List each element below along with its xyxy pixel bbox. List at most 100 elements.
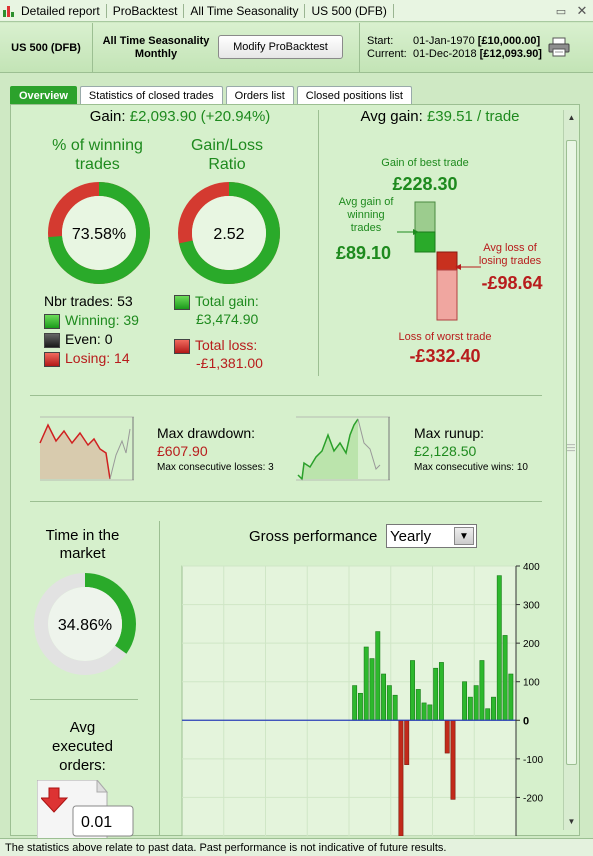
- header-divider: [359, 23, 360, 72]
- gain-value: £2,093.90 (+20.94%): [129, 108, 271, 125]
- chart-bar: [392, 694, 398, 721]
- y-tick-label: 200: [523, 639, 540, 650]
- chart-bar: [496, 575, 502, 721]
- tab-orders-list[interactable]: Orders list: [225, 86, 294, 104]
- winning-swatch: [44, 313, 60, 329]
- max-consecutive-losses: Max consecutive losses: 3: [157, 462, 274, 473]
- chart-bar: [450, 719, 456, 800]
- gain-loss-ratio-title: Gain/Loss Ratio: [172, 136, 282, 174]
- chart-bar: [375, 631, 381, 721]
- chart-bar: [357, 692, 363, 721]
- total-loss-value: -£1,381.00: [196, 355, 263, 371]
- close-icon[interactable]: ✕: [576, 3, 588, 18]
- avg-win-arrow-icon: [413, 229, 419, 235]
- avg-orders-line3: orders:: [59, 757, 106, 774]
- avg-gain-summary: Avg gain: £39.51 / trade: [330, 108, 550, 125]
- report-header: US 500 (DFB) All Time Seasonality Monthl…: [0, 23, 593, 73]
- worst-trade-value: -£332.40: [409, 346, 481, 366]
- tab-overview[interactable]: Overview: [10, 86, 77, 104]
- chart-bar: [421, 702, 427, 721]
- donut-center: [62, 196, 136, 270]
- chart-bar: [467, 696, 473, 721]
- y-tick-label: -100: [523, 755, 543, 766]
- runup-after-line: [357, 418, 381, 470]
- crumb-strategy: All Time Seasonality: [184, 3, 306, 18]
- section-divider-3: [30, 699, 138, 700]
- chart-bar: [415, 689, 421, 721]
- chart-bar: [352, 685, 358, 721]
- scroll-thumb[interactable]: [566, 140, 577, 765]
- max-runup-value: £2,128.50: [414, 443, 477, 459]
- winning-trades-donut: 73.58%: [48, 182, 150, 284]
- max-drawdown-label: Max drawdown:: [157, 425, 256, 441]
- chart-bar: [427, 704, 433, 721]
- current-label: Current:: [367, 48, 407, 60]
- time-market-arc: [34, 573, 136, 675]
- status-bar: The statistics above relate to past data…: [0, 838, 593, 856]
- chart-bar: [491, 696, 496, 721]
- total-gain-row: Total gain:: [174, 292, 263, 310]
- time-in-market-donut: 34.86%: [34, 573, 136, 675]
- avg-loss-bar: [436, 251, 458, 271]
- total-gain-swatch: [174, 294, 190, 310]
- time-market-line2: market: [59, 545, 106, 562]
- drawdown-mini-chart: [39, 416, 134, 481]
- chevron-down-icon[interactable]: ▼: [454, 527, 474, 545]
- section-divider-1: [30, 395, 542, 396]
- avg-win-label-line3: trades: [350, 222, 382, 234]
- y-tick-label: 0: [523, 715, 529, 727]
- strategy-name: All Time Seasonality Monthly: [96, 35, 216, 61]
- window-titlebar: Detailed report ProBacktest All Time Sea…: [0, 0, 593, 22]
- start-capital: [£10,000.00]: [477, 35, 541, 47]
- even-swatch: [44, 332, 60, 348]
- gain-label: Gain:: [89, 108, 126, 125]
- current-date: 01-Dec-2018: [413, 48, 477, 60]
- vertical-scrollbar[interactable]: ▲ — — — ▼: [563, 110, 578, 830]
- avg-win-label-line2: winning: [347, 209, 385, 221]
- tab-closed-positions[interactable]: Closed positions list: [296, 86, 412, 104]
- avg-loss-label-line2: losing trades: [478, 255, 542, 267]
- drawdown-after-line: [109, 428, 131, 480]
- losing-swatch: [44, 351, 60, 367]
- chart-bar: [363, 646, 369, 721]
- donut-win-arc: [48, 182, 150, 284]
- tab-bar: Overview Statistics of closed trades Ord…: [10, 86, 412, 104]
- total-gain-value: £3,474.90: [196, 311, 259, 327]
- chart-bar: [502, 635, 508, 721]
- period-dropdown[interactable]: Yearly ▼: [386, 524, 477, 548]
- section-divider-2: [30, 501, 542, 502]
- instrument-name: US 500 (DFB): [0, 23, 93, 72]
- modify-probacktest-button[interactable]: Modify ProBacktest: [218, 35, 343, 59]
- ratio-title-line2: Ratio: [208, 156, 246, 173]
- time-market-value: 34.86%: [58, 617, 112, 634]
- winning-title-line2: trades: [75, 156, 120, 173]
- chart-bar: [369, 658, 375, 721]
- avg-loss-value: -£98.64: [481, 273, 543, 293]
- start-date: 01-Jan-1970: [413, 35, 475, 47]
- losing-count-row: Losing: 14: [44, 349, 139, 368]
- winning-title-line1: % of winning: [52, 137, 143, 154]
- stats-divider: [318, 110, 319, 376]
- minimize-icon[interactable]: ▭: [555, 5, 567, 18]
- chart-bar: [479, 660, 485, 721]
- chart-bar: [433, 667, 439, 721]
- avg-orders-line2: executed: [52, 738, 113, 755]
- worst-trade-label: Loss of worst trade: [398, 331, 492, 343]
- avg-orders-value: 0.01: [81, 814, 113, 831]
- worst-trade-bar: [436, 269, 458, 321]
- tab-statistics[interactable]: Statistics of closed trades: [79, 86, 223, 104]
- y-tick-label: 300: [523, 601, 540, 612]
- scroll-down-icon[interactable]: ▼: [567, 816, 576, 826]
- max-runup-label: Max runup:: [414, 425, 485, 441]
- crumb-instrument: US 500 (DFB): [305, 3, 394, 18]
- runup-line: [297, 418, 359, 481]
- chart-bar: [381, 673, 387, 721]
- strategy-period: Monthly: [134, 48, 178, 60]
- total-gain-label: Total gain:: [195, 293, 259, 309]
- gain-loss-ratio-donut: 2.52: [178, 182, 280, 284]
- avg-orders-line1: Avg: [69, 719, 96, 736]
- scroll-up-icon[interactable]: ▲: [567, 112, 576, 122]
- print-icon[interactable]: [548, 37, 570, 57]
- best-trade-bar: [414, 201, 436, 233]
- chart-bar: [386, 685, 392, 721]
